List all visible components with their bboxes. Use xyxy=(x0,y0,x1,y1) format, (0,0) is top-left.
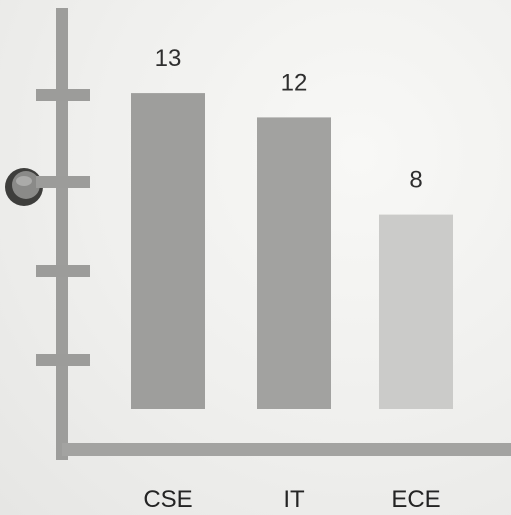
y-tick xyxy=(36,265,90,277)
bar-ece xyxy=(379,214,453,409)
y-tick xyxy=(36,354,90,366)
y-axis xyxy=(56,8,68,460)
category-labels: CSE IT ECE xyxy=(143,486,440,513)
value-labels: 13 12 8 xyxy=(155,45,423,194)
bar-it xyxy=(257,117,331,410)
value-label-it: 12 xyxy=(281,69,308,96)
category-label-ece: ECE xyxy=(391,486,440,513)
category-label-it: IT xyxy=(283,486,305,513)
punch-hole xyxy=(5,168,43,206)
y-tick xyxy=(36,176,90,188)
x-axis xyxy=(62,443,511,456)
category-label-cse: CSE xyxy=(143,486,192,513)
y-tick xyxy=(36,89,90,101)
bars xyxy=(131,93,453,410)
value-label-cse: 13 xyxy=(155,45,182,72)
value-label-ece: 8 xyxy=(409,167,422,194)
bar-cse xyxy=(131,93,205,409)
y-ticks xyxy=(36,89,90,366)
